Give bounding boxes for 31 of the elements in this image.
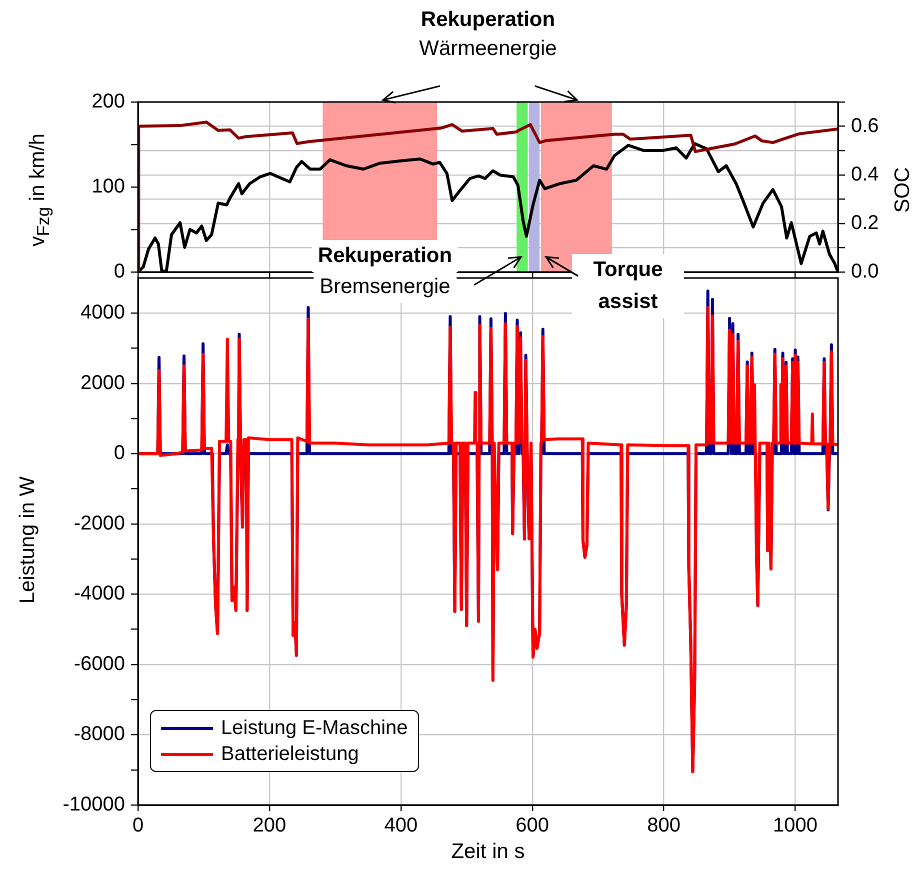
- legend-label: Leistung E-Maschine: [221, 716, 408, 740]
- y-tick-label: 0: [114, 442, 125, 464]
- y2-tick-label: 0.4: [851, 163, 879, 186]
- annotation: Bremsenergie: [314, 271, 456, 303]
- x-tick-label: 400: [384, 814, 418, 837]
- text: Wärmeenergie: [419, 36, 557, 62]
- y-tick-label: -8000: [74, 723, 125, 746]
- y-tick-label: -6000: [74, 652, 125, 675]
- annotation: Torque assist: [572, 254, 684, 318]
- x-tick-label: 200: [252, 814, 286, 837]
- legend-label: Batterieleistung: [221, 742, 359, 766]
- y-tick-label: 200: [92, 90, 125, 113]
- y-axis-title: Leistung in W: [16, 476, 40, 604]
- text: Rekuperation: [420, 7, 556, 33]
- y-tick-label: 100: [92, 176, 125, 198]
- y-tick-label: 4000: [80, 302, 125, 324]
- y-tick-label: -4000: [74, 582, 125, 605]
- y-tick-label: 2000: [80, 372, 125, 394]
- y2-tick-label: 0.0: [851, 260, 879, 283]
- y-tick-label: -2000: [74, 512, 125, 534]
- x-tick-label: 800: [647, 814, 681, 837]
- y-tick-label: 0: [114, 260, 125, 283]
- y2-axis-title: SOC: [891, 167, 915, 213]
- y-tick-label: -10000: [62, 794, 125, 816]
- y2-tick-label: 0.6: [851, 114, 879, 137]
- y2-tick-label: 0.2: [851, 212, 879, 234]
- x-tick-label: 0: [132, 814, 144, 837]
- x-tick-label: 1000: [773, 814, 818, 837]
- annotation: Rekuperation: [312, 240, 458, 272]
- x-tick-label: 600: [516, 814, 550, 837]
- x-axis-title: Zeit in s: [451, 840, 525, 864]
